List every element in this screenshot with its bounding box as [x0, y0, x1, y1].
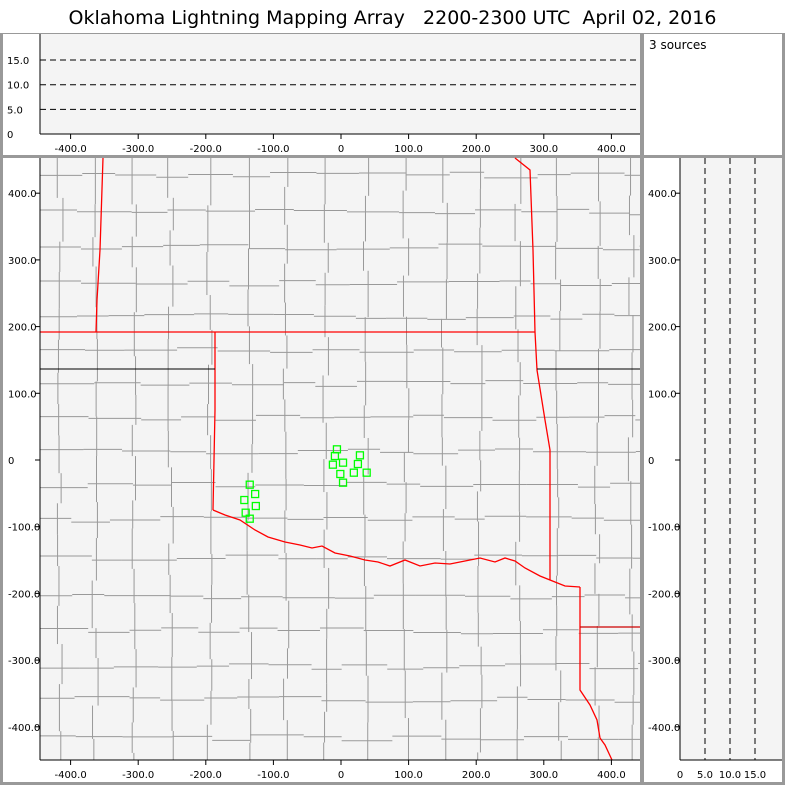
- lightning-sources: [240, 445, 371, 523]
- altitude-x-tick-label: 300.0: [529, 144, 558, 155]
- side-y-tick-label: 0: [648, 456, 654, 467]
- side-y-tick-label: 200.0: [648, 323, 677, 334]
- lightning-source-marker: [251, 501, 260, 511]
- map-x-tick-label: -200.0: [190, 770, 222, 781]
- map-x-tick-label: 100.0: [394, 770, 423, 781]
- side-x-tick-label: 10.0: [719, 770, 741, 781]
- map-x-tick-label: -300.0: [122, 770, 154, 781]
- altitude-y-tick-label: 10.0: [7, 81, 29, 92]
- panhandle-border: [212, 332, 216, 511]
- altitude-y-tick-label: 0: [7, 130, 13, 141]
- altitude-x-tick-label: 0: [338, 144, 344, 155]
- lightning-source-marker: [245, 514, 254, 523]
- altitude-x-tick-label: -200.0: [190, 144, 222, 155]
- lightning-source-marker: [349, 468, 358, 477]
- altitude-y-tick-label: 15.0: [7, 56, 29, 67]
- arkansas-border: [514, 157, 551, 580]
- map-y-tick-label: -300.0: [8, 656, 40, 667]
- map-x-tick-label: 300.0: [529, 770, 558, 781]
- side-y-tick-label: 100.0: [648, 389, 677, 400]
- side-y-tick-label: -400.0: [648, 723, 680, 734]
- map-x-tick-label: 0: [338, 770, 344, 781]
- lightning-source-marker: [355, 451, 365, 460]
- source-count: 3 sources: [649, 38, 707, 52]
- map-x-tick-label: 400.0: [597, 770, 626, 781]
- figure-title: Oklahoma Lightning Mapping Array 2200-23…: [0, 0, 785, 33]
- side-x-tick-label: 0: [677, 770, 683, 781]
- lightning-source-marker: [338, 458, 348, 467]
- side-y-tick-label: 300.0: [648, 256, 677, 267]
- ns-altitude-plot-area[interactable]: [680, 158, 782, 760]
- lightning-source-marker: [250, 489, 260, 499]
- lightning-source-marker: [330, 451, 340, 461]
- map-y-tick-label: 200.0: [8, 323, 37, 334]
- lightning-source-marker: [240, 495, 249, 505]
- colorado-kansas-border: [95, 157, 104, 333]
- side-y-tick-label: -200.0: [648, 589, 680, 600]
- lightning-source-marker: [338, 478, 348, 487]
- altitude-x-tick-label: 200.0: [462, 144, 491, 155]
- altitude-x-tick-label: -300.0: [122, 144, 154, 155]
- side-y-tick-label: -300.0: [648, 656, 680, 667]
- map-x-tick-label: -100.0: [257, 770, 289, 781]
- lightning-source-marker: [362, 468, 371, 477]
- side-y-tick-label: -100.0: [648, 523, 680, 534]
- map-x-tick-label: -400.0: [54, 770, 86, 781]
- map-x-tick-label: 200.0: [462, 770, 491, 781]
- map-y-tick-label: 400.0: [8, 189, 37, 200]
- info-panel: 3 sources: [644, 34, 782, 155]
- state-borders: [40, 157, 640, 761]
- altitude-x-tick-label: -100.0: [257, 144, 289, 155]
- map-y-tick-label: 100.0: [8, 389, 37, 400]
- altitude-x-tick-label: 100.0: [394, 144, 423, 155]
- altitude-x-tick-label: -400.0: [54, 144, 86, 155]
- map-y-tick-label: -400.0: [8, 723, 40, 734]
- lightning-source-marker: [245, 480, 254, 489]
- lightning-source-marker: [336, 469, 345, 479]
- lightning-source-marker: [328, 460, 338, 469]
- altitude-plot-area[interactable]: [40, 34, 640, 134]
- altitude-x-tick-label: 400.0: [597, 144, 626, 155]
- map-y-tick-label: -100.0: [8, 523, 40, 534]
- county-borders: [40, 158, 640, 760]
- altitude-y-tick-label: 5.0: [7, 105, 23, 116]
- side-y-tick-label: 400.0: [648, 189, 677, 200]
- map-y-tick-label: 300.0: [8, 256, 37, 267]
- map-y-tick-label: -200.0: [8, 589, 40, 600]
- lightning-source-marker: [353, 459, 363, 469]
- map-y-tick-label: 0: [8, 456, 14, 467]
- red-river-border: [212, 509, 581, 588]
- side-x-tick-label: 15.0: [744, 770, 766, 781]
- side-x-tick-label: 5.0: [697, 770, 713, 781]
- louisiana-border: [579, 587, 613, 761]
